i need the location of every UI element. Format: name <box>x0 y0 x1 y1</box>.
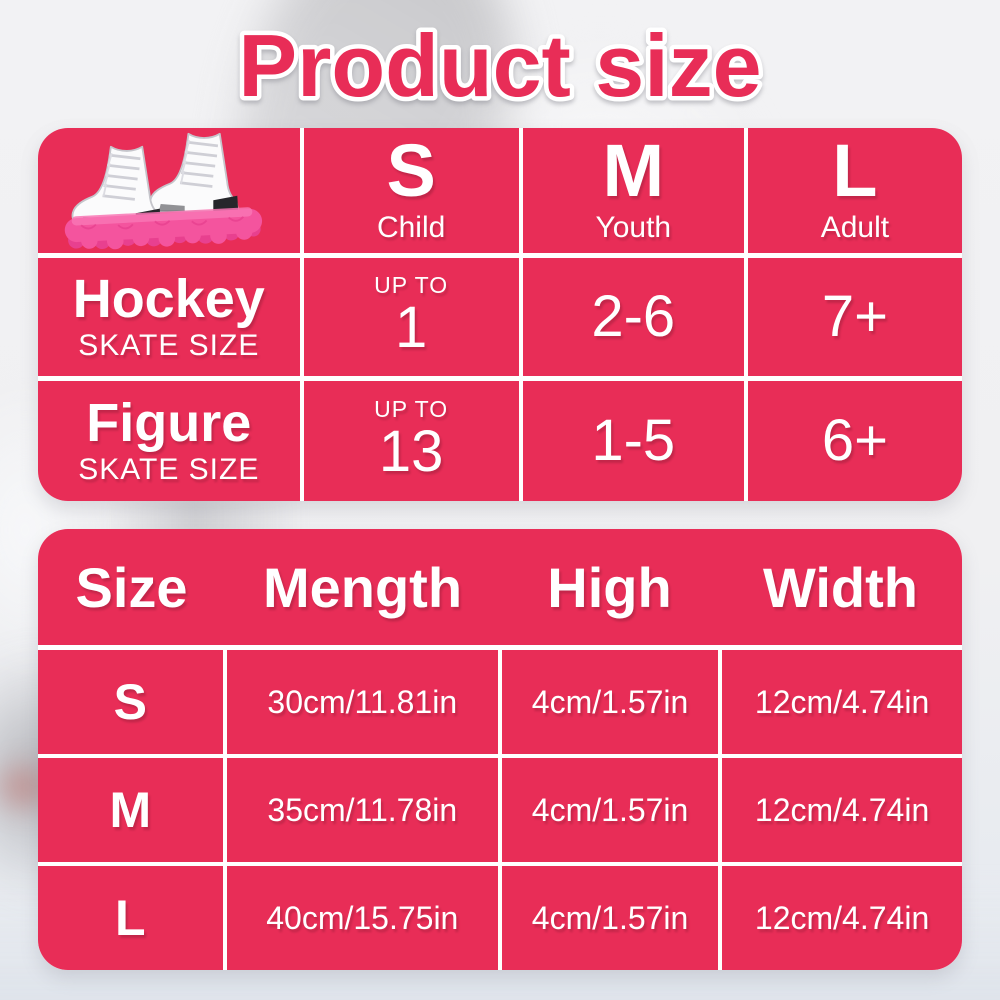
page-title-text: Product size <box>238 16 761 115</box>
skate-type-label: Hockey <box>72 268 265 329</box>
size-value: 13 <box>378 419 444 485</box>
product-photo-cell <box>38 128 300 253</box>
dimension-table-header: Size Mength High Width <box>38 529 962 645</box>
size-header-s: S Child <box>303 128 519 253</box>
dimension-high: 4cm/1.57in <box>502 758 719 862</box>
size-group-label: Child <box>376 211 446 245</box>
header-width: Width <box>762 555 918 619</box>
size-letter: L <box>832 128 878 212</box>
hockey-row-label: Hockey SKATE SIZE <box>38 258 300 376</box>
dimension-width: 12cm/4.74in <box>722 650 962 754</box>
skate-type-label: Figure <box>86 392 252 453</box>
figure-skates-image <box>64 131 262 249</box>
size-value: 2-6 <box>591 283 676 349</box>
figure-row-label: Figure SKATE SIZE <box>38 381 300 501</box>
skate-type-sublabel: SKATE SIZE <box>78 452 260 486</box>
size-letter: S <box>386 128 436 212</box>
size-value: 6+ <box>821 407 888 473</box>
figure-size-l-cell: 6+ <box>747 381 962 501</box>
dimension-high: 4cm/1.57in <box>502 650 719 754</box>
pink-blade-cover <box>64 206 262 249</box>
header-high: High <box>547 555 672 619</box>
size-group-label: Youth <box>595 211 672 245</box>
figure-size-m-cell: 1-5 <box>522 381 744 501</box>
size-value: 1-5 <box>591 407 676 473</box>
size-value: 7+ <box>821 283 888 349</box>
skate-type-sublabel: SKATE SIZE <box>78 328 260 362</box>
size-letter: M <box>602 128 665 212</box>
header-length: Mength <box>262 555 463 619</box>
figure-size-s-cell: UP TO 13 <box>303 381 519 501</box>
dimension-length: 40cm/15.75in <box>226 866 498 970</box>
size-chart-table: S Child M Youth L Adult Hockey SKATE SIZ… <box>38 128 962 501</box>
dimension-row-size: S <box>38 650 223 754</box>
dimension-table-body: S 30cm/11.81in 4cm/1.57in 12cm/4.74in M … <box>38 650 962 970</box>
dimension-length: 30cm/11.81in <box>226 650 498 754</box>
dimension-row-size: M <box>38 758 223 862</box>
up-to-label: UP TO <box>374 272 449 299</box>
size-header-m: M Youth <box>522 128 744 253</box>
hockey-size-m-cell: 2-6 <box>522 258 744 376</box>
dimension-width: 12cm/4.74in <box>722 866 962 970</box>
page-title: Product size <box>234 12 766 120</box>
size-header-l: L Adult <box>747 128 962 253</box>
up-to-label: UP TO <box>374 396 449 423</box>
dimension-high: 4cm/1.57in <box>502 866 719 970</box>
dimension-row-size: L <box>38 866 223 970</box>
dimension-width: 12cm/4.74in <box>722 758 962 862</box>
dimension-table: Size Mength High Width S 30cm/11.81in 4c… <box>38 529 962 970</box>
size-value: 1 <box>395 295 428 361</box>
dimension-length: 35cm/11.78in <box>226 758 498 862</box>
header-size: Size <box>75 555 188 619</box>
hockey-size-l-cell: 7+ <box>747 258 962 376</box>
size-group-label: Adult <box>820 211 890 245</box>
hockey-size-s-cell: UP TO 1 <box>303 258 519 376</box>
